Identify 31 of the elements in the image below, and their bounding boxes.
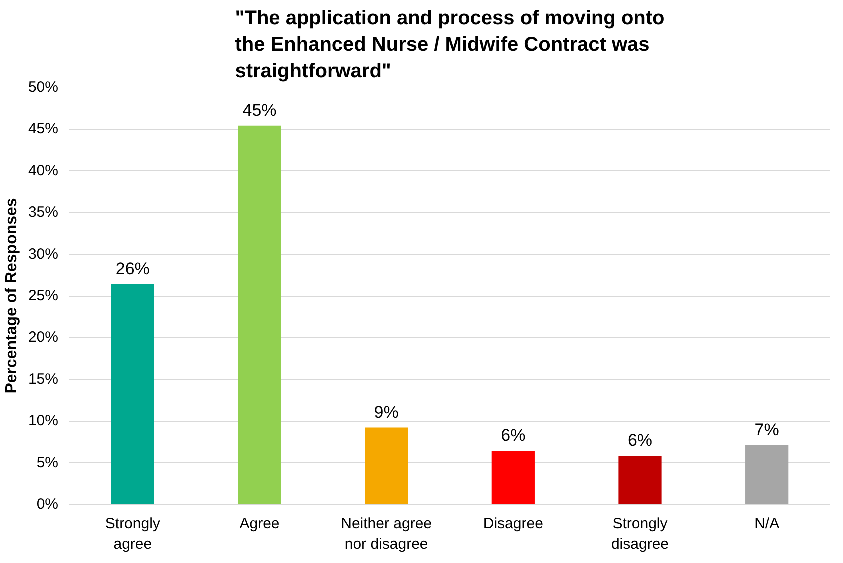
bar: [238, 126, 282, 504]
y-tick-label: 30%: [28, 246, 59, 263]
data-label: 9%: [374, 402, 399, 422]
bar: [365, 428, 408, 504]
data-label: 6%: [628, 431, 653, 450]
x-tick-label: Strongly agree: [105, 516, 161, 553]
y-tick-label: 45%: [28, 120, 59, 138]
bar: [746, 445, 789, 504]
y-tick-label: 35%: [28, 204, 59, 222]
y-tick-label: 40%: [28, 162, 59, 180]
bar: [492, 451, 535, 504]
y-tick-label: 15%: [28, 370, 59, 388]
x-tick-label: N/A: [754, 516, 780, 532]
x-tick-label: Strongly disagree: [611, 516, 670, 553]
y-tick-label: 5%: [36, 454, 59, 472]
y-tick-label: 0%: [36, 496, 59, 513]
y-tick-label: 25%: [28, 288, 59, 304]
x-tick-label: Disagree: [483, 516, 544, 532]
data-label: 45%: [242, 100, 277, 120]
data-label: 26%: [116, 259, 150, 278]
chart-title: "The application and process of moving onto the Enhanced Nurse / Midwife Contract was straightforward": [235, 8, 665, 82]
x-tick-label: Neither agree nor disagree: [341, 516, 432, 553]
y-axis-title: Percentage of Responses: [3, 198, 20, 394]
y-tick-label: 20%: [28, 329, 59, 346]
data-label: 7%: [754, 420, 780, 440]
bar: [618, 456, 662, 504]
y-tick-label: 10%: [28, 412, 59, 430]
data-label: 6%: [501, 426, 526, 446]
bar: [111, 284, 154, 504]
y-tick-label: 50%: [28, 79, 59, 96]
x-tick-label: Agree: [240, 516, 280, 532]
